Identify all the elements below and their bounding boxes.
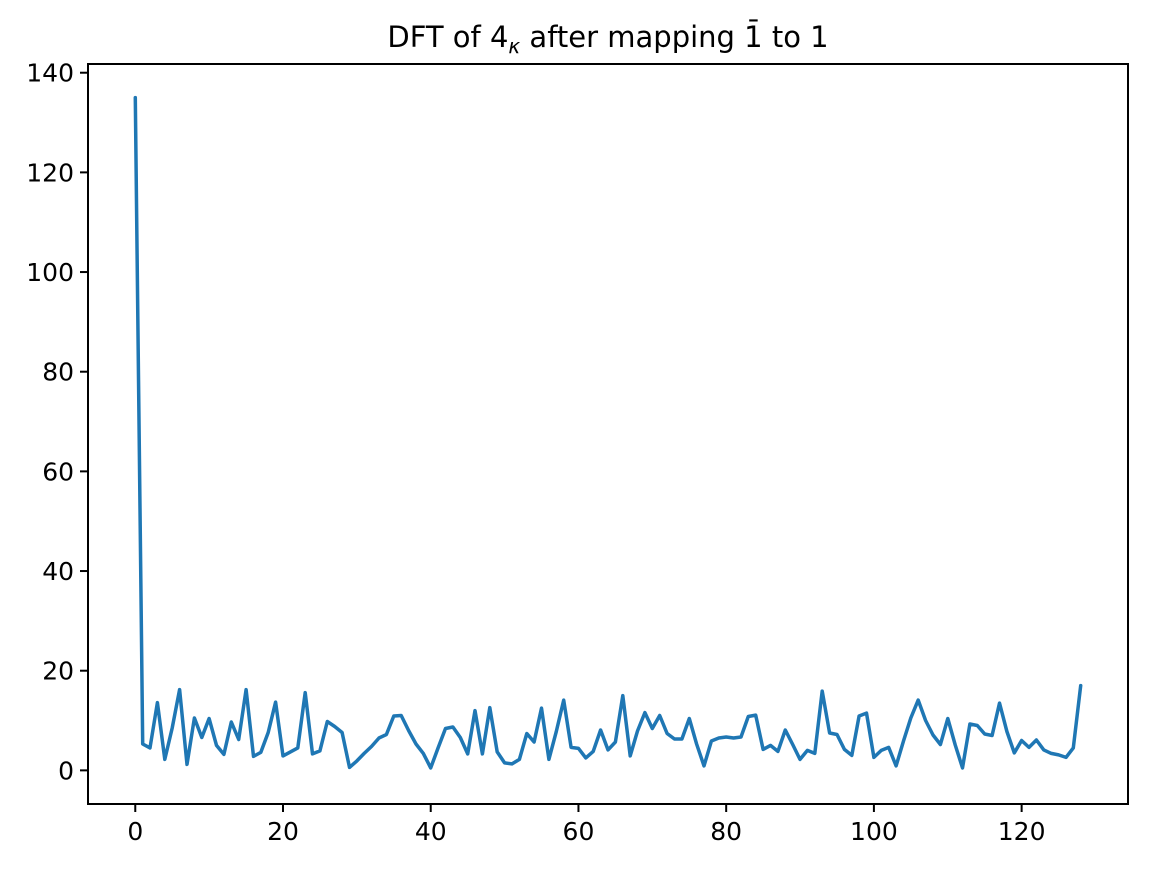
y-tick-label: 0	[58, 756, 74, 785]
chart-title-prefix: DFT of 4	[387, 20, 509, 54]
x-tick-label: 60	[563, 817, 595, 846]
y-tick-label: 80	[42, 358, 74, 387]
chart-title: DFT of 4κ after mapping 1̄ to 1	[88, 20, 1128, 58]
y-tick-label: 60	[42, 457, 74, 486]
chart-title-subscript: κ	[508, 34, 521, 58]
x-tick-label: 40	[415, 817, 447, 846]
x-tick-label: 100	[850, 817, 898, 846]
y-axis: 0 20 40 60 80 100 120 140	[26, 59, 88, 785]
dft-line	[133, 95, 1083, 770]
x-tick-label: 20	[267, 817, 299, 846]
y-tick-label: 20	[42, 657, 74, 686]
y-tick-label: 100	[26, 258, 74, 287]
x-tick-label: 80	[710, 817, 742, 846]
x-tick-label: 0	[127, 817, 143, 846]
chart-title-suffix: after mapping 1̄ to 1	[520, 20, 829, 54]
axes-frame	[87, 63, 1129, 805]
y-tick-label: 40	[42, 557, 74, 586]
y-tick-label: 140	[26, 59, 74, 88]
x-axis: 0 20 40 60 80 100 120	[127, 804, 1045, 846]
x-tick-label: 120	[998, 817, 1046, 846]
y-tick-label: 120	[26, 158, 74, 187]
